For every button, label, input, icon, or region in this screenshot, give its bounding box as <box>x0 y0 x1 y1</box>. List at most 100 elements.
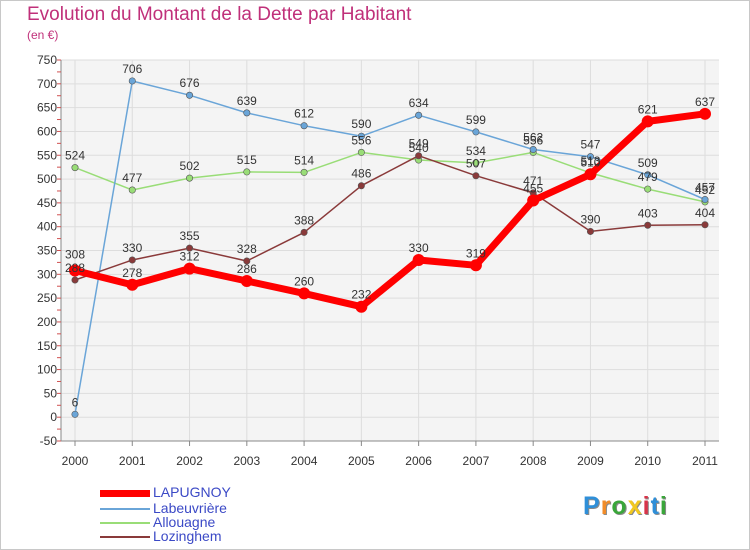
logo-letter: i <box>659 492 668 520</box>
y-tick-label: 600 <box>37 124 57 138</box>
data-label: 513 <box>580 154 600 168</box>
data-label: 452 <box>695 183 715 197</box>
data-point <box>69 264 81 277</box>
data-label: 676 <box>180 76 200 90</box>
data-point <box>128 77 136 85</box>
data-label: 612 <box>294 107 314 121</box>
data-point <box>472 159 480 167</box>
data-label: 404 <box>695 206 715 220</box>
data-point <box>357 148 365 156</box>
data-label: 502 <box>180 159 200 173</box>
legend-swatch <box>100 490 150 497</box>
data-point <box>469 259 482 272</box>
data-point <box>128 256 136 264</box>
series-line-labeuvrière <box>74 80 706 415</box>
data-point <box>186 244 194 252</box>
x-tick-label: 2004 <box>291 454 318 468</box>
data-point <box>186 174 194 182</box>
data-label: 562 <box>523 131 543 145</box>
data-label: 330 <box>122 241 142 255</box>
data-point <box>644 171 652 179</box>
data-label: 486 <box>351 167 371 181</box>
data-point <box>126 278 139 291</box>
x-tick-label: 2003 <box>233 454 260 468</box>
chart-subtitle: (en €) <box>27 28 59 42</box>
data-point <box>355 300 368 313</box>
data-label: 477 <box>122 171 142 185</box>
data-label: 328 <box>237 242 257 256</box>
data-label: 507 <box>466 157 486 171</box>
data-label: 455 <box>523 181 543 195</box>
data-point <box>183 262 196 275</box>
data-label: 510 <box>580 155 600 169</box>
x-tick-label: 2011 <box>692 454 718 468</box>
y-tick-label: 500 <box>37 172 57 186</box>
x-tick-label: 2007 <box>463 454 490 468</box>
y-tick-label: 700 <box>37 77 57 91</box>
legend-label: LAPUGNOY <box>153 484 231 500</box>
data-point <box>186 91 194 99</box>
x-tick-label: 2008 <box>520 454 547 468</box>
logo-letter: i <box>642 492 651 520</box>
data-point <box>71 410 79 418</box>
data-label: 308 <box>65 248 85 262</box>
data-label: 599 <box>466 113 486 127</box>
data-label: 706 <box>122 62 142 76</box>
data-point <box>240 274 253 287</box>
series-line-lapugnoy <box>74 110 706 311</box>
data-point <box>584 168 597 181</box>
data-label: 590 <box>351 117 371 131</box>
logo-letter: o <box>611 492 628 520</box>
legend-label: Lozinghem <box>153 528 222 544</box>
data-label: 232 <box>351 288 371 302</box>
data-point <box>300 122 308 130</box>
data-point <box>357 182 365 190</box>
data-point <box>472 128 480 136</box>
data-point <box>644 221 652 229</box>
chart-title: Evolution du Montant de la Dette par Hab… <box>27 4 412 25</box>
data-point <box>300 168 308 176</box>
data-label: 260 <box>294 274 314 288</box>
data-label: 634 <box>409 96 429 110</box>
x-tick-label: 2001 <box>119 454 146 468</box>
data-label: 524 <box>65 149 85 163</box>
proxiti-logo: Proxiti <box>583 492 668 521</box>
y-tick-label: 650 <box>37 101 57 115</box>
x-tick-label: 2002 <box>176 454 203 468</box>
logo-letter: t <box>650 492 660 520</box>
series-line-allouagne <box>74 151 706 203</box>
data-label: 312 <box>180 250 200 264</box>
data-label: 639 <box>237 94 257 108</box>
data-label: 556 <box>351 133 371 147</box>
y-tick-label: 400 <box>37 220 57 234</box>
data-point <box>415 111 423 119</box>
data-point <box>644 185 652 193</box>
y-tick-label: 550 <box>37 148 57 162</box>
y-tick-label: 100 <box>37 363 57 377</box>
data-point <box>357 132 365 140</box>
data-label: 549 <box>409 137 429 151</box>
data-label: 319 <box>466 246 486 260</box>
legend-swatch <box>100 508 150 510</box>
data-label: 6 <box>72 395 79 409</box>
data-point <box>529 146 537 154</box>
data-label: 547 <box>580 138 600 152</box>
data-label: 479 <box>638 170 658 184</box>
x-tick-label: 2009 <box>577 454 604 468</box>
y-tick-label: 750 <box>37 53 57 67</box>
data-point <box>415 152 423 160</box>
data-label: 621 <box>638 102 658 116</box>
data-label: 286 <box>237 262 257 276</box>
logo-letter: r <box>600 492 612 520</box>
y-tick-label: -50 <box>40 434 58 448</box>
y-tick-label: 250 <box>37 291 57 305</box>
legend-swatch <box>100 522 150 524</box>
x-tick-label: 2006 <box>405 454 432 468</box>
data-point <box>641 115 654 128</box>
x-tick-label: 2005 <box>348 454 375 468</box>
data-label: 540 <box>409 141 429 155</box>
data-point <box>300 228 308 236</box>
data-label: 355 <box>180 229 200 243</box>
data-point <box>701 196 709 204</box>
data-point <box>586 227 594 235</box>
